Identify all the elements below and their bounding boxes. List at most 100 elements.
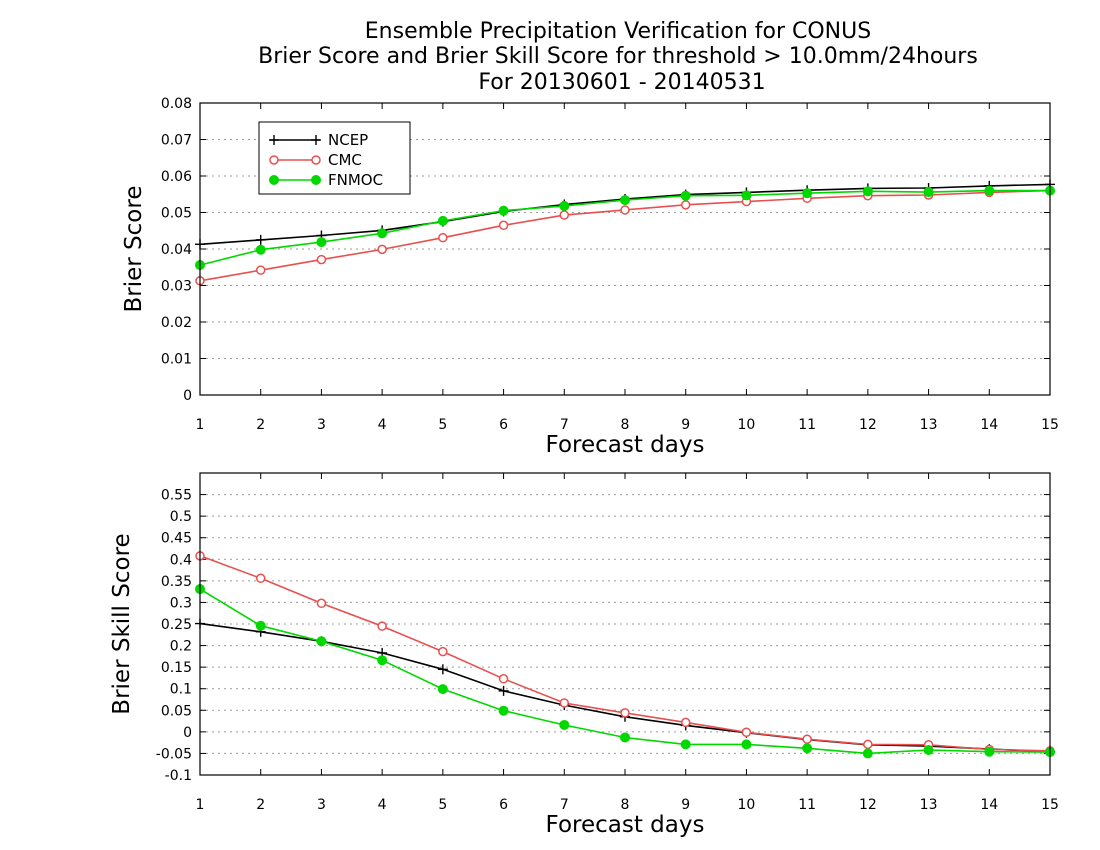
brier-score-y-tick-label: 0.06	[161, 169, 192, 185]
brier-score-x-tick-label: 12	[859, 417, 877, 433]
brier-skill-score-x-axis-title: Forecast days	[546, 812, 705, 838]
brier-skill-score-fnmoc-point	[255, 620, 266, 631]
brier-score-x-tick-label: 4	[378, 417, 387, 433]
brier-score-x-tick-label: 8	[621, 417, 630, 433]
brier-skill-score-x-tick-label: 2	[256, 797, 265, 813]
brier-score-y-tick-label: 0.02	[161, 315, 192, 331]
brier-skill-score-y-tick-label: -0.05	[156, 746, 192, 762]
title-line-2: Brier Score and Brier Skill Score for th…	[258, 44, 978, 69]
brier-skill-score-x-tick-label: 5	[438, 797, 447, 813]
brier-skill-score-y-tick-label: 0.55	[161, 488, 192, 504]
brier-skill-score-x-tick-label: 15	[1041, 797, 1059, 813]
brier-score-x-axis-title: Forecast days	[546, 432, 705, 458]
legend-label-cmc: CMC	[328, 151, 362, 169]
brier-skill-score-y-tick-label: 0.35	[161, 574, 192, 590]
brier-score-y-tick-label: 0.08	[161, 96, 192, 112]
brier-skill-score-fnmoc-point	[923, 744, 934, 755]
legend: NCEP CMC FNMOC	[258, 121, 411, 195]
brier-skill-score-x-tick-label: 7	[560, 797, 569, 813]
brier-skill-score-panel: -0.1 -0.05 0 0.05 0.1 0.15 0.2 0.25 0.3 0.35 0.4 0.…	[109, 472, 1059, 838]
brier-skill-score-cmc-point	[680, 717, 691, 728]
brier-skill-score-ncep-point	[437, 664, 448, 675]
legend-box	[258, 121, 411, 195]
brier-skill-score-y-tick-label: 0.1	[170, 682, 192, 698]
brier-score-y-tick-label: 0.01	[161, 352, 192, 368]
brier-score-y-tick-label: 0.05	[161, 206, 192, 222]
brier-skill-score-fnmoc-point	[377, 655, 388, 666]
legend-entry-fnmoc: FNMOC	[269, 171, 383, 189]
brier-score-series	[195, 179, 1055, 286]
brier-score-x-tick-label: 10	[738, 417, 756, 433]
brier-skill-score-fnmoc-line	[199, 588, 1051, 755]
brier-skill-score-cmc-point	[255, 573, 266, 584]
brier-skill-score-fnmoc-point	[984, 746, 995, 757]
brier-skill-score-y-tick-label: 0	[183, 725, 192, 741]
brier-score-cmc-point	[680, 200, 691, 210]
brier-skill-score-cmc-point	[802, 734, 812, 744]
brier-skill-score-y-tick-label: 0.4	[170, 552, 192, 568]
brier-skill-score-y-tick-label: 0.25	[161, 617, 192, 633]
brier-skill-score-y-tick-label: 0.3	[170, 595, 192, 611]
brier-score-fnmoc-point	[923, 187, 934, 198]
brier-skill-score-x-tick-label: 6	[499, 797, 508, 813]
brier-score-y-tick-label: 0	[183, 388, 192, 404]
legend-label-ncep: NCEP	[328, 131, 368, 149]
legend-marker-cmc	[311, 155, 321, 165]
brier-score-y-ticks: 0 0.01 0.02 0.03 0.04 0.05 0.06 0.07 0.08	[161, 96, 1050, 404]
brier-skill-score-plot-frame	[199, 472, 1051, 776]
brier-score-y-tick-label: 0.07	[161, 133, 192, 149]
brier-score-fnmoc-point	[620, 195, 630, 206]
brier-skill-score-fnmoc-point	[316, 636, 327, 647]
brier-score-y-tick-label: 0.03	[161, 279, 192, 295]
brier-score-cmc-point	[377, 244, 387, 255]
brier-skill-score-fnmoc-point	[802, 743, 813, 754]
brier-skill-score-fnmoc-point	[741, 739, 752, 750]
legend-marker-ncep	[311, 135, 321, 145]
figure-title: Ensemble Precipitation Verification for …	[258, 19, 978, 95]
brier-score-cmc-point	[438, 232, 448, 243]
brier-skill-score-y-tick-label: 0.05	[161, 703, 192, 719]
brier-score-x-tick-label: 11	[798, 417, 816, 433]
brier-score-ncep-point	[255, 234, 266, 245]
brier-score-x-tick-label: 2	[256, 417, 265, 433]
legend-marker-cmc	[269, 155, 279, 165]
brier-score-fnmoc-point	[437, 215, 448, 226]
brier-score-x-tick-label: 13	[920, 417, 938, 433]
brier-score-grid	[200, 139, 1050, 359]
brier-score-fnmoc-point	[862, 186, 873, 197]
brier-skill-score-x-tick-label: 9	[681, 797, 690, 813]
brier-skill-score-x-ticks: 1 2 3 4 5 6 7 8 9 10 11 12 13 14 15	[196, 473, 1059, 813]
brier-score-x-tick-label: 3	[317, 417, 326, 433]
brier-score-fnmoc-point	[498, 205, 509, 216]
brier-skill-score-y-axis-title: Brier Skill Score	[109, 533, 135, 714]
brier-score-y-tick-label: 0.04	[161, 242, 192, 258]
brier-score-x-tick-label: 15	[1041, 417, 1059, 433]
brier-score-x-tick-label: 9	[681, 417, 690, 433]
brier-score-fnmoc-point	[255, 244, 266, 255]
brier-skill-score-y-ticks: -0.1 -0.05 0 0.05 0.1 0.15 0.2 0.25 0.3 0.35 0.4 0.…	[156, 488, 1050, 784]
brier-score-x-tick-label: 6	[499, 417, 508, 433]
title-line-3: For 20130601 - 20140531	[478, 70, 765, 95]
brier-skill-score-cmc-point	[741, 727, 752, 738]
brier-skill-score-cmc-point	[377, 621, 387, 631]
brier-skill-score-x-tick-label: 12	[859, 797, 877, 813]
brier-skill-score-y-tick-label: 0.2	[170, 639, 192, 655]
brier-skill-score-series	[195, 551, 1055, 759]
brier-score-fnmoc-point	[559, 200, 570, 211]
brier-skill-score-cmc-point	[559, 698, 570, 708]
legend-marker-ncep	[269, 135, 279, 145]
brier-score-cmc-point	[620, 205, 630, 215]
brier-score-y-axis-title: Brier Score	[121, 186, 147, 313]
brier-score-fnmoc-point	[802, 188, 813, 199]
brier-skill-score-x-tick-label: 4	[378, 797, 387, 813]
brier-skill-score-x-tick-label: 8	[621, 797, 630, 813]
brier-score-plot-frame	[199, 102, 1051, 396]
brier-skill-score-fnmoc-point	[559, 719, 570, 730]
brier-score-cmc-point	[498, 220, 509, 231]
brier-score-fnmoc-point	[984, 185, 995, 196]
brier-score-cmc-point	[316, 254, 327, 265]
brier-score-x-tick-label: 5	[438, 417, 447, 433]
brier-skill-score-y-tick-label: 0.5	[170, 509, 192, 525]
